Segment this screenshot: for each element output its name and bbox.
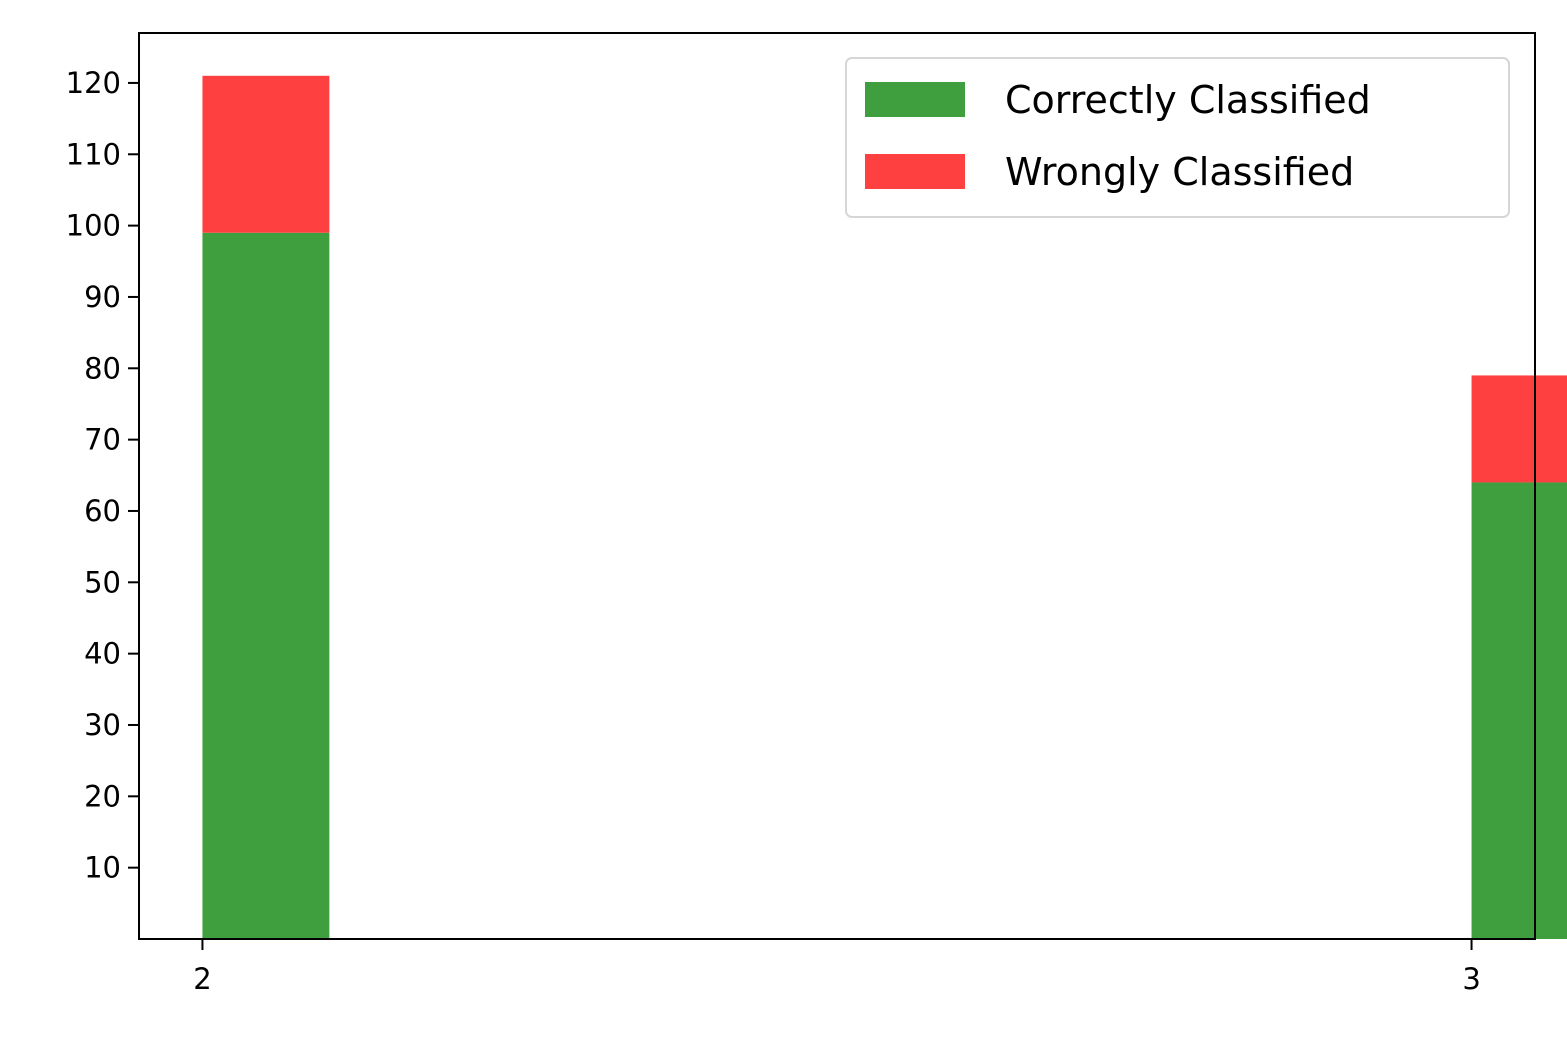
x-tick-label: 3 — [1462, 962, 1480, 996]
bar-correct-x3 — [1471, 482, 1567, 939]
y-axis: 10 20 30 40 50 60 70 80 90 100 110 120 — [66, 66, 139, 885]
y-tick-label: 100 — [66, 209, 121, 243]
y-tick-label: 110 — [66, 137, 121, 171]
y-tick-label: 20 — [84, 779, 121, 813]
y-tick-label: 40 — [84, 637, 121, 671]
y-tick-label: 30 — [84, 708, 121, 742]
y-tick-label: 80 — [84, 351, 121, 385]
legend-swatch — [865, 154, 965, 189]
y-tick-label: 120 — [66, 66, 121, 100]
y-tick-label: 70 — [84, 423, 121, 457]
bars-group — [202, 75, 1567, 939]
y-tick-label: 10 — [84, 851, 121, 885]
y-tick-label: 60 — [84, 494, 121, 528]
y-tick-label: 90 — [84, 280, 121, 314]
legend-box — [845, 57, 1510, 218]
legend: Correctly Classified Wrongly Classified — [845, 57, 1510, 218]
y-tick-label: 50 — [84, 565, 121, 599]
bar-wrong-x2 — [202, 75, 330, 233]
bar-wrong-x3 — [1471, 375, 1567, 483]
legend-swatch — [865, 82, 965, 117]
legend-label: Wrongly Classified — [1005, 150, 1354, 194]
legend-label: Correctly Classified — [1005, 78, 1371, 122]
x-tick-label: 2 — [193, 962, 211, 996]
bar-correct-x2 — [202, 232, 330, 939]
plot-frame — [138, 32, 1536, 940]
